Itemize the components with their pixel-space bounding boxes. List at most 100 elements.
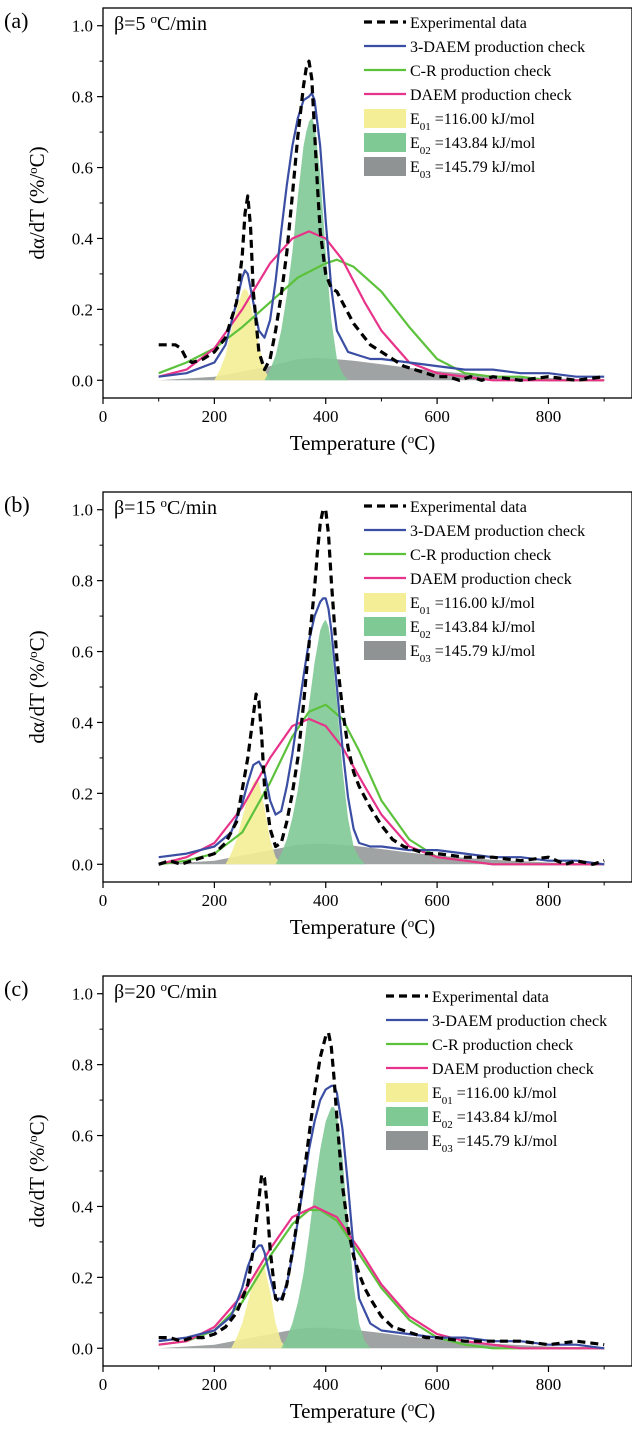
legend-item-cr: C-R production check bbox=[364, 63, 551, 80]
legend-item-cr: C-R production check bbox=[364, 547, 551, 564]
superscript: o bbox=[160, 979, 167, 994]
legend-item-e3: E03 =145.79 kJ/mol bbox=[364, 157, 536, 181]
y-tick-label: 0.6 bbox=[72, 159, 93, 178]
line-cr bbox=[158, 703, 605, 866]
text-part: C/min bbox=[167, 497, 217, 519]
line-exp bbox=[158, 59, 605, 382]
legend-subscript: 02 bbox=[442, 1119, 453, 1131]
superscript: o bbox=[408, 915, 415, 930]
text-part: β=15 bbox=[114, 497, 160, 519]
legend: Experimental data 3-DAEM production check… bbox=[364, 499, 585, 665]
y-tick-label: 1.0 bbox=[72, 985, 93, 1004]
text-part: β=5 bbox=[114, 13, 150, 35]
rate-annotation: β=15 oC/min bbox=[114, 495, 217, 520]
legend-value: =116.00 kJ/mol bbox=[431, 595, 536, 612]
text-part: dα/dT (%/ bbox=[25, 1142, 49, 1228]
text-part: C) bbox=[25, 146, 49, 167]
y-tick-label: 1.0 bbox=[72, 501, 93, 520]
legend-symbol: E bbox=[432, 1133, 442, 1150]
x-tick-label: 600 bbox=[424, 1375, 450, 1394]
legend-swatch bbox=[364, 641, 406, 660]
rate-annotation: β=5 oC/min bbox=[114, 11, 207, 36]
line-exp bbox=[158, 1031, 605, 1347]
legend-symbol: E bbox=[432, 1109, 442, 1126]
axes-frame bbox=[102, 975, 632, 1367]
line-cr bbox=[158, 258, 605, 382]
legend-label: E03 =145.79 kJ/mol bbox=[410, 159, 536, 181]
y-tick-label: 0.0 bbox=[72, 1339, 93, 1358]
legend-symbol: E bbox=[410, 643, 420, 660]
legend-swatch bbox=[364, 109, 406, 128]
legend-item-e2: E02 =143.84 kJ/mol bbox=[364, 617, 536, 641]
legend-swatch bbox=[386, 1107, 428, 1126]
text-part: C) bbox=[414, 915, 435, 939]
legend-symbol: E bbox=[410, 159, 420, 176]
legend-item-e1: E01 =116.00 kJ/mol bbox=[364, 109, 535, 133]
plot-area bbox=[158, 59, 605, 382]
legend-swatch bbox=[364, 133, 406, 152]
legend-label: 3-DAEM production check bbox=[410, 523, 585, 540]
x-tick-label: 400 bbox=[313, 407, 339, 426]
x-tick-label: 200 bbox=[202, 407, 228, 426]
legend-label: C-R production check bbox=[410, 547, 551, 564]
legend-item-daem: DAEM production check bbox=[364, 571, 572, 588]
axes-frame bbox=[102, 7, 632, 399]
line-daem3 bbox=[158, 92, 605, 378]
text-part: C/min bbox=[167, 981, 217, 1003]
legend-symbol: E bbox=[410, 619, 420, 636]
legend-label: E03 =145.79 kJ/mol bbox=[432, 1133, 558, 1155]
legend-label: E02 =143.84 kJ/mol bbox=[410, 135, 536, 157]
x-tick-label: 200 bbox=[202, 1375, 228, 1394]
legend-item-cr: C-R production check bbox=[386, 1037, 573, 1054]
legend-label: Experimental data bbox=[410, 499, 527, 516]
chart-panel-b: 0 200 400 600 800 0.0 0.2 0.4 0.6 0.8 1.0 Temperatu… bbox=[4, 491, 632, 939]
legend-label: DAEM production check bbox=[410, 571, 572, 588]
legend-item-e2: E02 =143.84 kJ/mol bbox=[364, 133, 536, 157]
legend-value: =116.00 kJ/mol bbox=[453, 1085, 558, 1102]
legend-label: Experimental data bbox=[432, 989, 549, 1006]
x-tick-label: 400 bbox=[313, 891, 339, 910]
area-e1 bbox=[225, 779, 282, 865]
y-tick-label: 0.6 bbox=[72, 643, 93, 662]
x-tick-label: 600 bbox=[424, 891, 450, 910]
legend-subscript: 03 bbox=[442, 1143, 454, 1155]
legend-label: E03 =145.79 kJ/mol bbox=[410, 643, 536, 665]
y-tick-label: 0.2 bbox=[72, 300, 93, 319]
legend: Experimental data 3-DAEM production check… bbox=[386, 989, 607, 1155]
y-tick-label: 0.6 bbox=[72, 1127, 93, 1146]
legend-label: E01 =116.00 kJ/mol bbox=[432, 1085, 557, 1107]
legend-item-e3: E03 =145.79 kJ/mol bbox=[386, 1131, 558, 1155]
legend-symbol: E bbox=[410, 595, 420, 612]
legend-subscript: 02 bbox=[420, 145, 431, 157]
legend-value: =145.79 kJ/mol bbox=[431, 643, 536, 660]
superscript: o bbox=[25, 651, 40, 658]
legend-label: Experimental data bbox=[410, 15, 527, 32]
text-part: C) bbox=[25, 1114, 49, 1135]
x-tick-label: 600 bbox=[424, 407, 450, 426]
legend-item-e3: E03 =145.79 kJ/mol bbox=[364, 641, 536, 665]
superscript: o bbox=[160, 495, 167, 510]
area-e2 bbox=[264, 117, 348, 381]
legend-label: DAEM production check bbox=[432, 1061, 594, 1078]
legend-subscript: 03 bbox=[420, 653, 432, 665]
chart-panel-c: 0 200 400 600 800 0.0 0.2 0.4 0.6 0.8 1.0 Temperatu… bbox=[4, 975, 632, 1423]
legend-subscript: 01 bbox=[420, 121, 431, 133]
legend-value: =145.79 kJ/mol bbox=[431, 159, 536, 176]
legend-value: =143.84 kJ/mol bbox=[431, 135, 536, 152]
legend-symbol: E bbox=[410, 111, 420, 128]
legend-value: =143.84 kJ/mol bbox=[431, 619, 536, 636]
area-e2 bbox=[275, 619, 365, 865]
y-tick-label: 0.2 bbox=[72, 784, 93, 803]
y-tick-label: 0.2 bbox=[72, 1268, 93, 1287]
y-axis-label: dα/dT (%/oC) bbox=[25, 146, 50, 259]
legend-item-daem: DAEM production check bbox=[386, 1061, 594, 1078]
legend-label: E02 =143.84 kJ/mol bbox=[410, 619, 536, 641]
line-daem3 bbox=[158, 1084, 605, 1350]
x-axis-label: Temperature (oC) bbox=[290, 431, 436, 456]
legend-label: 3-DAEM production check bbox=[432, 1013, 607, 1030]
y-tick-label: 0.8 bbox=[72, 88, 93, 107]
panel-label: (b) bbox=[4, 492, 30, 517]
superscript: o bbox=[25, 167, 40, 174]
x-tick-label: 800 bbox=[536, 891, 562, 910]
